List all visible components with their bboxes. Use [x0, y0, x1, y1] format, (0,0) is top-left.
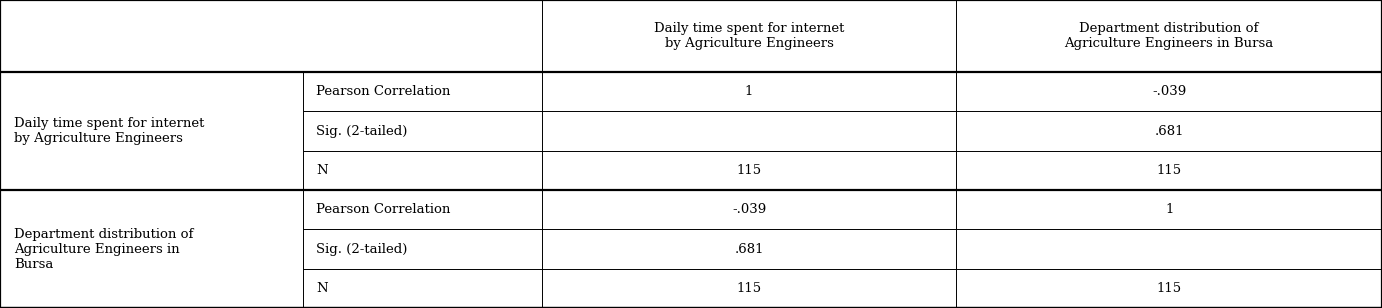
Text: 115: 115: [1157, 164, 1182, 177]
Text: Department distribution of
Agriculture Engineers in
Bursa: Department distribution of Agriculture E…: [14, 228, 193, 270]
Text: N: N: [316, 282, 328, 295]
Text: .681: .681: [734, 242, 764, 256]
Text: Pearson Correlation: Pearson Correlation: [316, 85, 451, 98]
Text: -.039: -.039: [1153, 85, 1186, 98]
Text: Sig. (2-tailed): Sig. (2-tailed): [316, 242, 408, 256]
Text: 115: 115: [737, 282, 761, 295]
Text: 1: 1: [1165, 203, 1173, 216]
Text: .681: .681: [1154, 124, 1184, 138]
Text: 1: 1: [745, 85, 753, 98]
Text: Department distribution of
Agriculture Engineers in Bursa: Department distribution of Agriculture E…: [1064, 22, 1274, 50]
Text: N: N: [316, 164, 328, 177]
Text: Pearson Correlation: Pearson Correlation: [316, 203, 451, 216]
Text: -.039: -.039: [732, 203, 766, 216]
Text: 115: 115: [1157, 282, 1182, 295]
Text: Daily time spent for internet
by Agriculture Engineers: Daily time spent for internet by Agricul…: [654, 22, 844, 50]
Text: 115: 115: [737, 164, 761, 177]
Text: Sig. (2-tailed): Sig. (2-tailed): [316, 124, 408, 138]
Text: Daily time spent for internet
by Agriculture Engineers: Daily time spent for internet by Agricul…: [14, 117, 205, 145]
